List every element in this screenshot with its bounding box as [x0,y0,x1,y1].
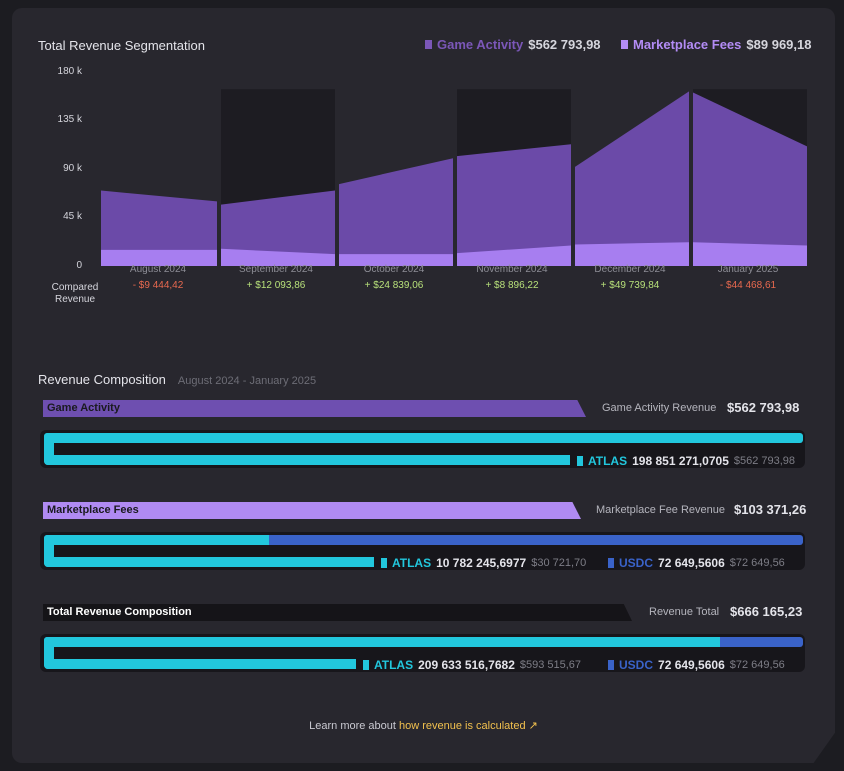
legend-label-game: Game Activity [437,37,524,52]
y-tick-0: 0 [76,260,82,271]
market-atlas-bar [44,535,269,545]
market-usdc-amount: 72 649,5606 [658,556,725,570]
chart-title: Total Revenue Segmentation [38,38,205,53]
total-atlas-bar [44,637,720,647]
total-composition-tag: Total Revenue Composition [43,604,632,621]
atlas-swatch [381,558,387,568]
composition-title: Revenue Composition [38,372,166,387]
token-usdc: USDC [619,658,654,672]
game-revenue-value: $562 793,98 [727,400,800,415]
total-revenue-label: Revenue Total [649,606,720,618]
revenue-calculation-link[interactable]: how revenue is calculated ↗ [399,720,538,732]
y-tick-135k: 135 k [57,114,82,125]
total-revenue-value: $666 165,23 [730,604,803,619]
game-atlas-row: ATLAS 198 851 271,0705 $562 793,98 [577,454,795,468]
game-activity-area-4 [575,91,689,267]
atlas-swatch [363,660,369,670]
delta-jan: - $44 468,61 [719,280,777,291]
total-usdc-row: USDC 72 649,5606 $72 649,56 [608,658,785,672]
legend-label-market: Marketplace Fees [633,37,742,52]
total-atlas-amount: 209 633 516,7682 [418,658,515,672]
x-label-nov: November 2024 [476,264,548,275]
marketplace-fees-tag: Marketplace Fees [43,502,581,519]
marketplace-fees-area-1 [221,248,335,266]
area-chart [101,89,807,267]
market-revenue-label: Marketplace Fee Revenue [596,504,726,516]
market-usdc-bar [44,535,803,545]
market-atlas-underline [44,557,374,567]
compared-label-line2: Revenue [54,294,96,305]
revenue-card: Total Revenue Segmentation Game Activity… [12,8,835,763]
game-activity-area-1 [221,190,335,266]
market-atlas-row: ATLAS 10 782 245,6977 $30 721,70 [381,556,586,570]
marketplace-fees-area-0 [101,249,217,266]
delta-nov: + $8 896,22 [485,280,539,291]
game-atlas-usd: $562 793,98 [733,455,796,467]
legend-swatch-game [425,40,432,49]
total-usdc-usd: $72 649,56 [729,659,785,671]
market-atlas-usd: $30 721,70 [531,557,587,569]
x-label-dec: December 2024 [594,264,666,275]
market-usdc-row: USDC 72 649,5606 $72 649,56 [608,556,785,570]
y-tick-45k: 45 k [63,211,82,222]
total-atlas-row: ATLAS 209 633 516,7682 $593 515,67 [363,658,581,672]
legend-swatch-market [621,40,628,49]
footer-link-text: how revenue is calculated [399,720,526,732]
y-tick-180k: 180 k [57,66,82,77]
legend-game-activity: Game Activity $562 793,98 [425,37,601,52]
token-atlas: ATLAS [374,658,414,672]
game-atlas-underline [44,455,570,465]
composition-header: Revenue Composition August 2024 - Januar… [38,372,316,387]
market-usdc-usd: $72 649,56 [729,557,785,569]
total-atlas-usd: $593 515,67 [519,659,582,671]
legend-value-market: $89 969,18 [746,37,812,52]
game-activity-tag: Game Activity [43,400,586,417]
marketplace-fees-area-5 [693,242,807,266]
marketplace-fees-area-4 [575,242,689,266]
composition-subtitle: August 2024 - January 2025 [177,375,317,387]
external-link-icon: ↗ [528,720,538,732]
usdc-swatch [608,558,614,568]
x-label-aug: August 2024 [129,264,187,275]
legend-value-game: $562 793,98 [528,37,601,52]
compared-label-line1: Compared [51,282,99,293]
delta-oct: + $24 839,06 [364,280,424,291]
token-atlas: ATLAS [588,454,628,468]
x-label-oct: October 2024 [363,264,425,275]
market-revenue-value: $103 371,26 [734,502,807,517]
token-atlas: ATLAS [392,556,432,570]
delta-dec: + $49 739,84 [600,280,660,291]
footer-note: Learn more about how revenue is calculat… [12,719,835,732]
x-label-sep: September 2024 [239,264,313,275]
game-activity-area-2 [339,158,453,266]
game-atlas-bar [44,433,803,443]
market-atlas-amount: 10 782 245,6977 [436,556,527,570]
game-atlas-bracket [44,433,54,465]
marketplace-fees-area-3 [457,245,571,266]
game-activity-area-0 [101,190,217,266]
footer-text: Learn more about [309,720,400,732]
marketplace-fees-area-2 [339,254,453,266]
usdc-swatch [608,660,614,670]
total-atlas-underline [44,659,356,669]
x-label-jan: January 2025 [717,264,779,275]
compared-revenue-label: Compared Revenue [50,282,100,306]
token-usdc: USDC [619,556,654,570]
game-activity-area-3 [457,144,571,266]
atlas-swatch [577,456,583,466]
delta-sep: + $12 093,86 [246,280,306,291]
total-atlas-bracket [44,637,54,669]
market-atlas-bracket [44,535,54,567]
y-tick-90k: 90 k [63,163,82,174]
game-activity-area-5 [693,92,807,266]
legend-marketplace-fees: Marketplace Fees $89 969,18 [621,37,811,52]
game-revenue-label: Game Activity Revenue [602,402,717,414]
delta-aug: - $9 444,42 [132,280,184,291]
game-atlas-amount: 198 851 271,0705 [632,454,729,468]
total-usdc-amount: 72 649,5606 [658,658,725,672]
